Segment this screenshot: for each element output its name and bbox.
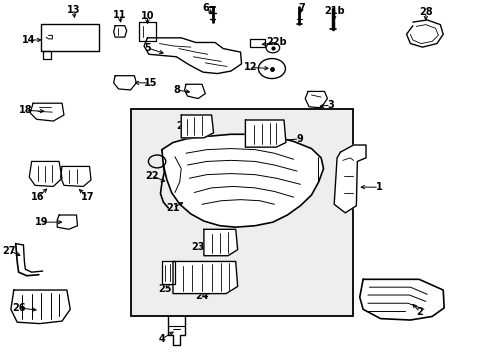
Text: 3: 3 [327, 100, 333, 110]
Text: 28: 28 [418, 7, 432, 17]
Text: 22: 22 [145, 171, 159, 181]
Text: 15: 15 [144, 78, 157, 88]
Text: 2: 2 [416, 307, 423, 317]
Bar [130, 109, 352, 316]
Polygon shape [245, 120, 285, 147]
Text: 25: 25 [158, 284, 172, 294]
Polygon shape [57, 215, 77, 229]
Text: 6: 6 [202, 3, 208, 13]
Text: 23: 23 [191, 242, 204, 252]
Text: 24: 24 [195, 291, 208, 301]
Polygon shape [250, 39, 264, 47]
Polygon shape [181, 115, 213, 138]
Text: 5: 5 [144, 43, 150, 53]
Text: 12: 12 [244, 63, 257, 72]
Polygon shape [162, 261, 175, 284]
Text: 14: 14 [21, 35, 35, 45]
Text: 10: 10 [141, 11, 154, 21]
Polygon shape [359, 279, 443, 320]
Text: 7: 7 [298, 3, 305, 13]
Polygon shape [61, 166, 91, 186]
Text: 18: 18 [19, 105, 32, 115]
Polygon shape [333, 145, 366, 213]
Polygon shape [30, 103, 64, 121]
Text: 8: 8 [173, 85, 180, 95]
Polygon shape [173, 261, 237, 294]
Text: 20: 20 [176, 121, 189, 131]
Polygon shape [42, 51, 51, 59]
Text: 22b: 22b [265, 37, 286, 48]
Polygon shape [29, 161, 62, 186]
Text: 13: 13 [67, 5, 80, 15]
Text: 21: 21 [166, 203, 180, 213]
Text: 27: 27 [2, 246, 16, 256]
Text: 21b: 21b [323, 6, 344, 17]
Polygon shape [41, 23, 99, 51]
Text: 19: 19 [35, 217, 48, 227]
Text: 11: 11 [113, 10, 126, 20]
Polygon shape [11, 290, 70, 324]
Text: 16: 16 [31, 192, 44, 202]
Polygon shape [184, 84, 205, 99]
Polygon shape [139, 22, 155, 41]
Polygon shape [144, 38, 241, 73]
Polygon shape [162, 134, 323, 227]
Text: 17: 17 [81, 192, 95, 202]
Text: 4: 4 [158, 334, 165, 344]
Polygon shape [203, 229, 237, 256]
Text: 9: 9 [295, 134, 302, 144]
Text: 26: 26 [12, 303, 25, 313]
Text: 1: 1 [375, 182, 382, 192]
